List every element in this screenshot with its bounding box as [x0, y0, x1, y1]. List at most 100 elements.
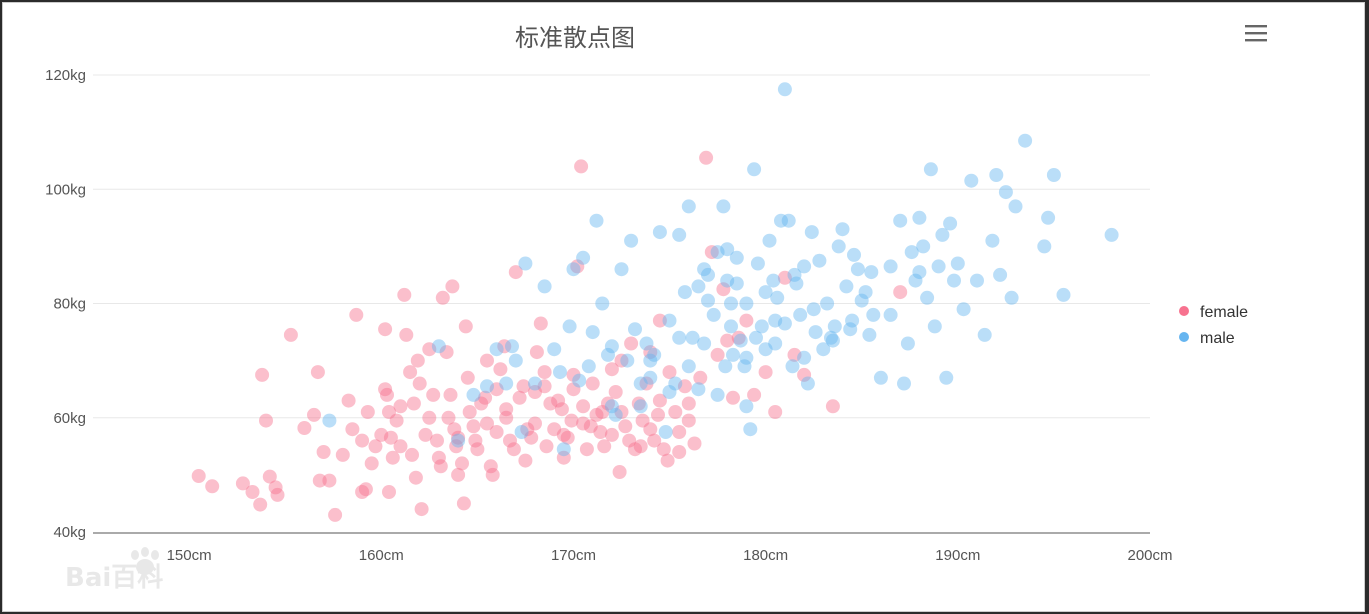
female-point	[253, 497, 268, 512]
female-point	[574, 159, 589, 174]
female-point	[652, 313, 667, 328]
male-point	[716, 199, 731, 214]
male-point	[647, 347, 662, 362]
male-point	[947, 273, 961, 288]
male-point	[518, 256, 533, 271]
female-point	[385, 450, 400, 465]
female-point	[506, 442, 521, 457]
female-point	[451, 467, 466, 482]
watermark-text: Bai百科	[65, 563, 163, 593]
female-point	[508, 265, 523, 280]
female-point	[389, 413, 404, 428]
female-point	[443, 387, 458, 402]
female-point	[489, 382, 504, 397]
male-point	[866, 307, 881, 322]
male-point	[858, 285, 873, 300]
male-point	[789, 276, 804, 291]
female-point	[312, 473, 327, 488]
female-point	[608, 385, 623, 399]
male-point	[956, 302, 971, 317]
male-point	[774, 213, 788, 228]
male-point	[724, 319, 738, 334]
male-point	[743, 422, 758, 437]
male-point	[489, 342, 504, 357]
male-point	[908, 273, 923, 288]
male-point	[770, 290, 785, 305]
male-point	[843, 322, 858, 337]
female-point	[543, 396, 558, 411]
male-point	[824, 330, 838, 345]
female-point	[893, 285, 908, 300]
female-point	[259, 413, 273, 428]
male-point	[733, 333, 748, 348]
female-point	[307, 407, 321, 422]
male-point	[562, 319, 577, 334]
male-point	[804, 225, 819, 240]
female-point	[595, 405, 610, 419]
female-point	[458, 319, 473, 334]
male-point	[431, 339, 446, 354]
female-point	[739, 313, 754, 328]
male-point	[839, 279, 854, 294]
scatter-points	[191, 82, 1119, 522]
female-point	[451, 430, 466, 445]
female-point	[328, 507, 343, 522]
male-point	[566, 262, 581, 277]
female-point	[777, 270, 792, 285]
male-point	[758, 285, 773, 300]
male-point	[701, 267, 715, 282]
legend-label-male[interactable]: male	[1200, 330, 1235, 347]
male-point	[835, 222, 850, 237]
female-point	[758, 365, 773, 380]
male-point	[322, 413, 337, 428]
female-point	[439, 345, 454, 360]
female-point	[651, 407, 665, 422]
female-point	[310, 365, 325, 380]
female-point	[677, 379, 692, 394]
female-point	[551, 393, 566, 408]
female-point	[547, 422, 562, 437]
male-point	[706, 307, 721, 322]
male-point	[624, 233, 639, 248]
male-point	[710, 245, 725, 260]
menu-button[interactable]: hamburger-menu-icon	[1241, 21, 1271, 47]
female-point	[589, 407, 604, 422]
female-point	[393, 399, 408, 414]
male-point	[1018, 133, 1033, 148]
male-point	[931, 259, 946, 274]
female-point	[497, 339, 512, 354]
female-point	[349, 307, 364, 322]
female-point	[518, 453, 533, 468]
female-point	[368, 439, 383, 454]
female-point	[716, 282, 731, 297]
male-point	[847, 247, 861, 262]
male-point	[812, 253, 827, 268]
male-point	[724, 296, 738, 311]
female-point	[570, 259, 585, 274]
male-point	[864, 265, 879, 280]
female-point	[422, 410, 437, 425]
female-point	[397, 287, 412, 302]
male-point	[729, 250, 744, 265]
male-point	[720, 273, 735, 288]
female-point	[445, 279, 460, 294]
male-point	[633, 376, 648, 391]
male-point	[691, 279, 706, 294]
male-point	[576, 250, 591, 265]
female-point	[529, 345, 544, 360]
male-point	[662, 385, 677, 399]
axes: 40kg 60kg 80kg 100kg 120kg 150cm 160cm 170cm 180…	[45, 67, 1172, 564]
male-point	[883, 307, 898, 322]
male-point	[768, 336, 783, 351]
male-point	[825, 333, 840, 348]
male-point	[739, 296, 754, 311]
legend-marker-female[interactable]	[1179, 306, 1189, 316]
male-point	[787, 267, 802, 282]
scatter-chart: 40kg 60kg 80kg 100kg 120kg 150cm 160cm 170cm 180…	[45, 21, 1271, 593]
legend-label-female[interactable]: female	[1200, 304, 1248, 321]
legend-marker-male[interactable]	[1179, 332, 1189, 342]
male-point	[977, 327, 992, 342]
male-point	[499, 376, 514, 391]
male-point	[720, 242, 735, 257]
